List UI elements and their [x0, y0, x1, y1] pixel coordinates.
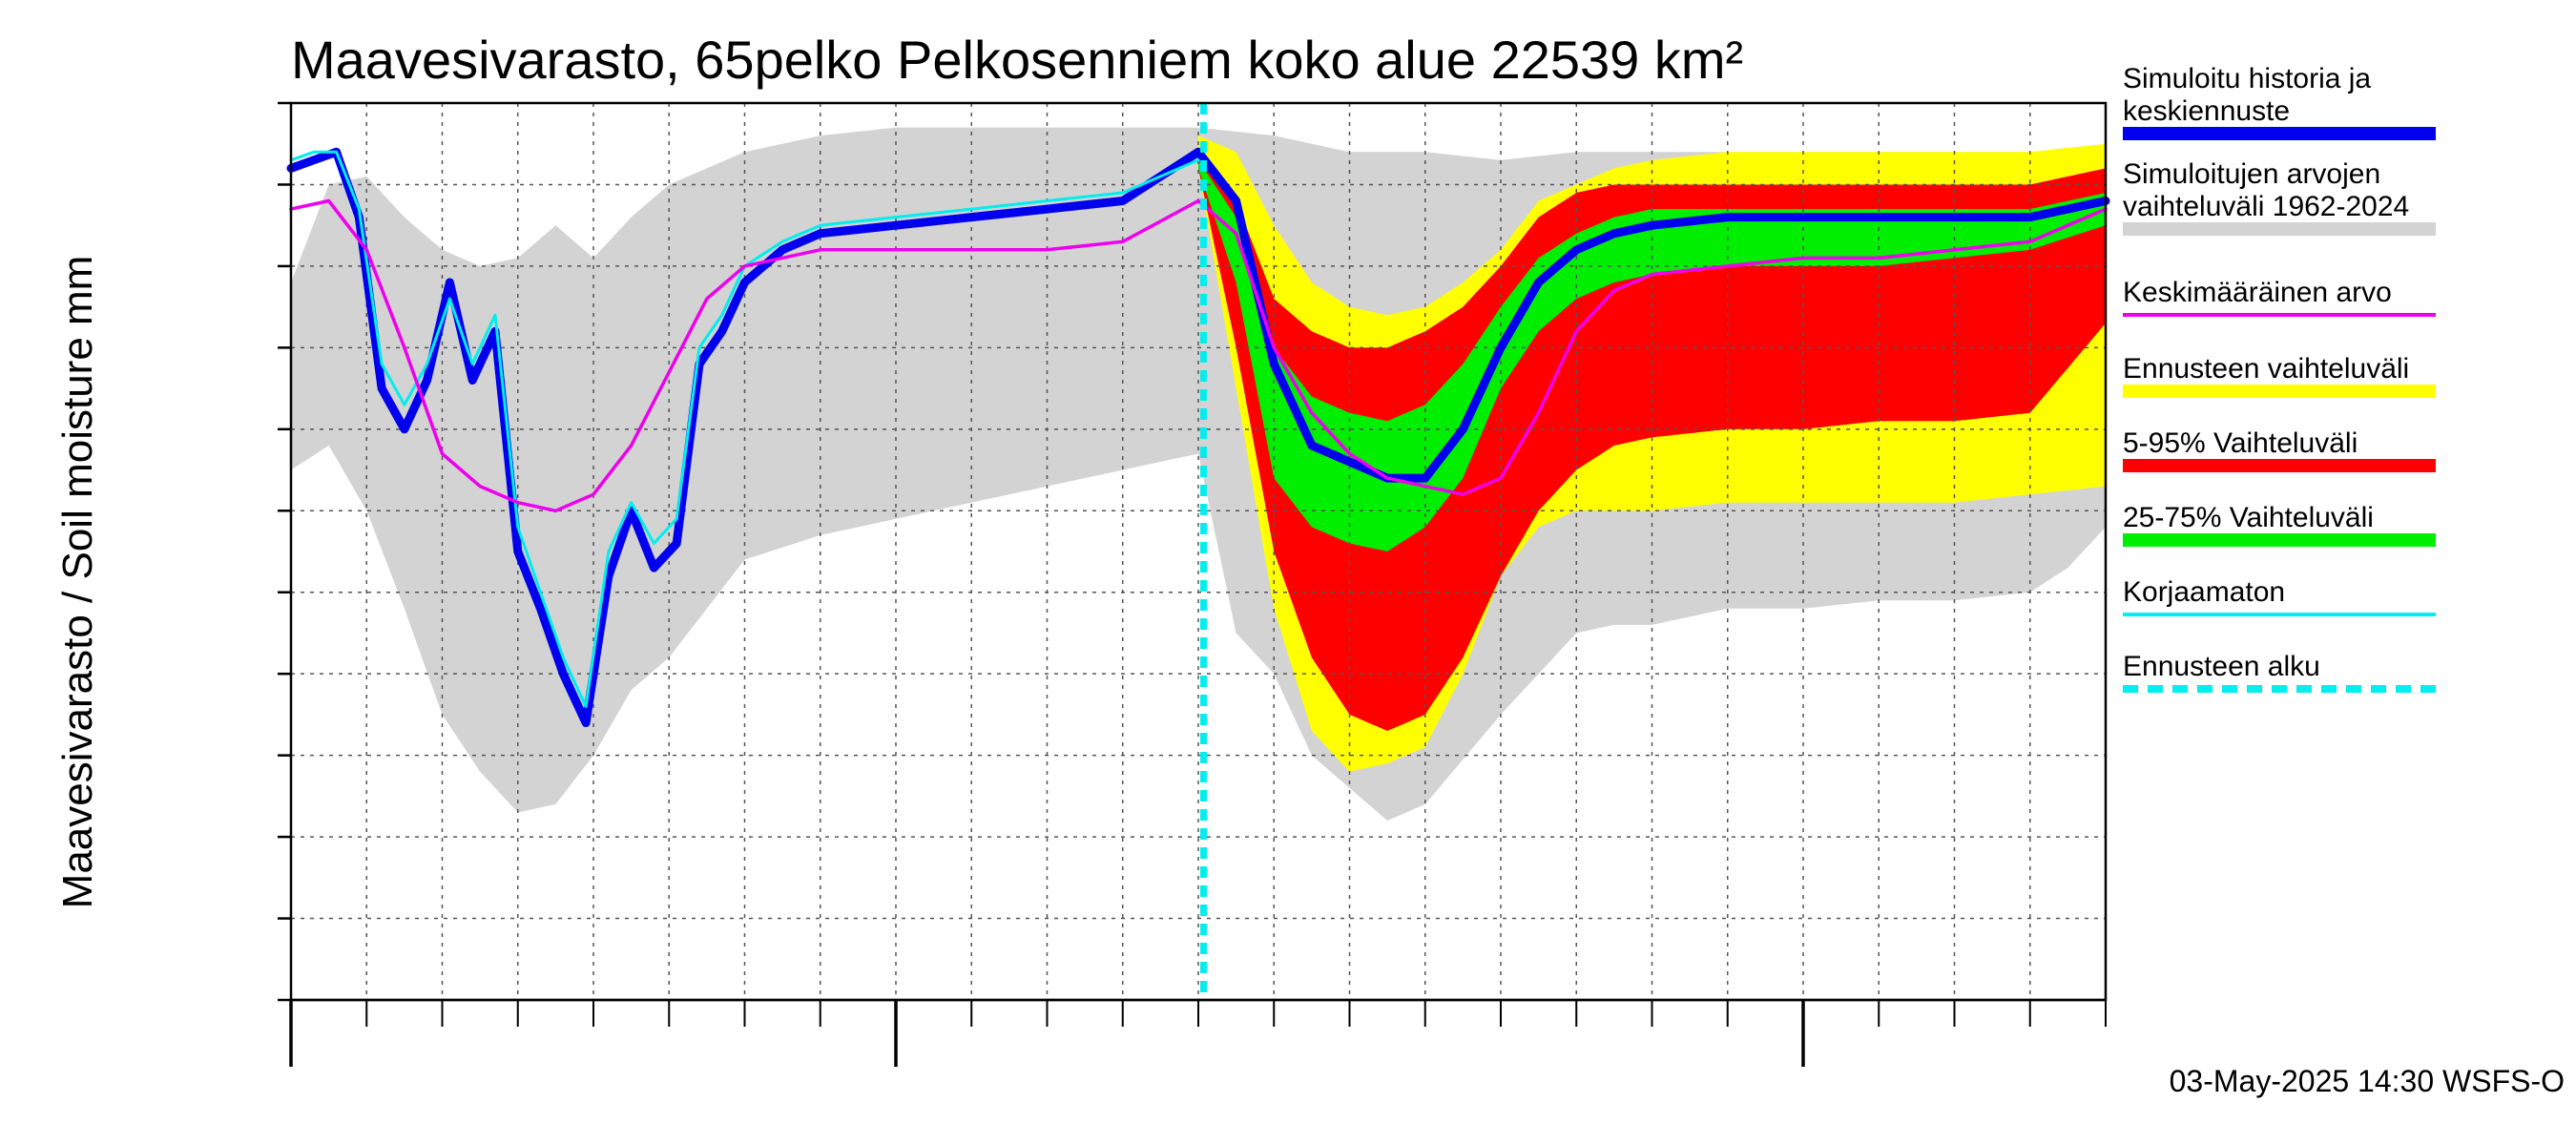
legend-label: 5-95% Vaihteluväli: [2123, 427, 2358, 459]
legend-label: Ennusteen alku: [2123, 651, 2320, 682]
legend-label-line: keskiennuste: [2123, 95, 2290, 127]
legend-label: Ennusteen vaihteluväli: [2123, 353, 2409, 385]
timestamp: 03-May-2025 14:30 WSFS-O: [2170, 1064, 2565, 1098]
series-uncorrected: [289, 150, 1200, 708]
legend-label: Simuloitu historia ja keskiennuste: [2123, 63, 2371, 127]
legend-label: 25-75% Vaihteluväli: [2123, 502, 2374, 533]
legend-label-line: Simuloitu historia ja: [2123, 63, 2371, 94]
legend: Simuloitu historia ja keskiennusteSimuloi…: [2123, 63, 2436, 693]
legend-label: Korjaamaton: [2123, 576, 2285, 608]
series-mean: [289, 198, 2108, 513]
plot-area: [286, 103, 2110, 1000]
axes: [278, 101, 2108, 1067]
y-axis-label: Maavesivarasto / Soil moisture mm: [54, 256, 101, 909]
chart-title: Maavesivarasto, 65pelko Pelkosenniem kok…: [291, 30, 1743, 90]
legend-label-line: Simuloitujen arvojen: [2123, 158, 2380, 190]
legend-label: Simuloitujen arvojen vaihteluväli 1962-20…: [2123, 158, 2409, 222]
legend-label-line: vaihteluväli 1962-2024: [2123, 191, 2409, 222]
legend-label: Keskimääräinen arvo: [2123, 277, 2392, 308]
